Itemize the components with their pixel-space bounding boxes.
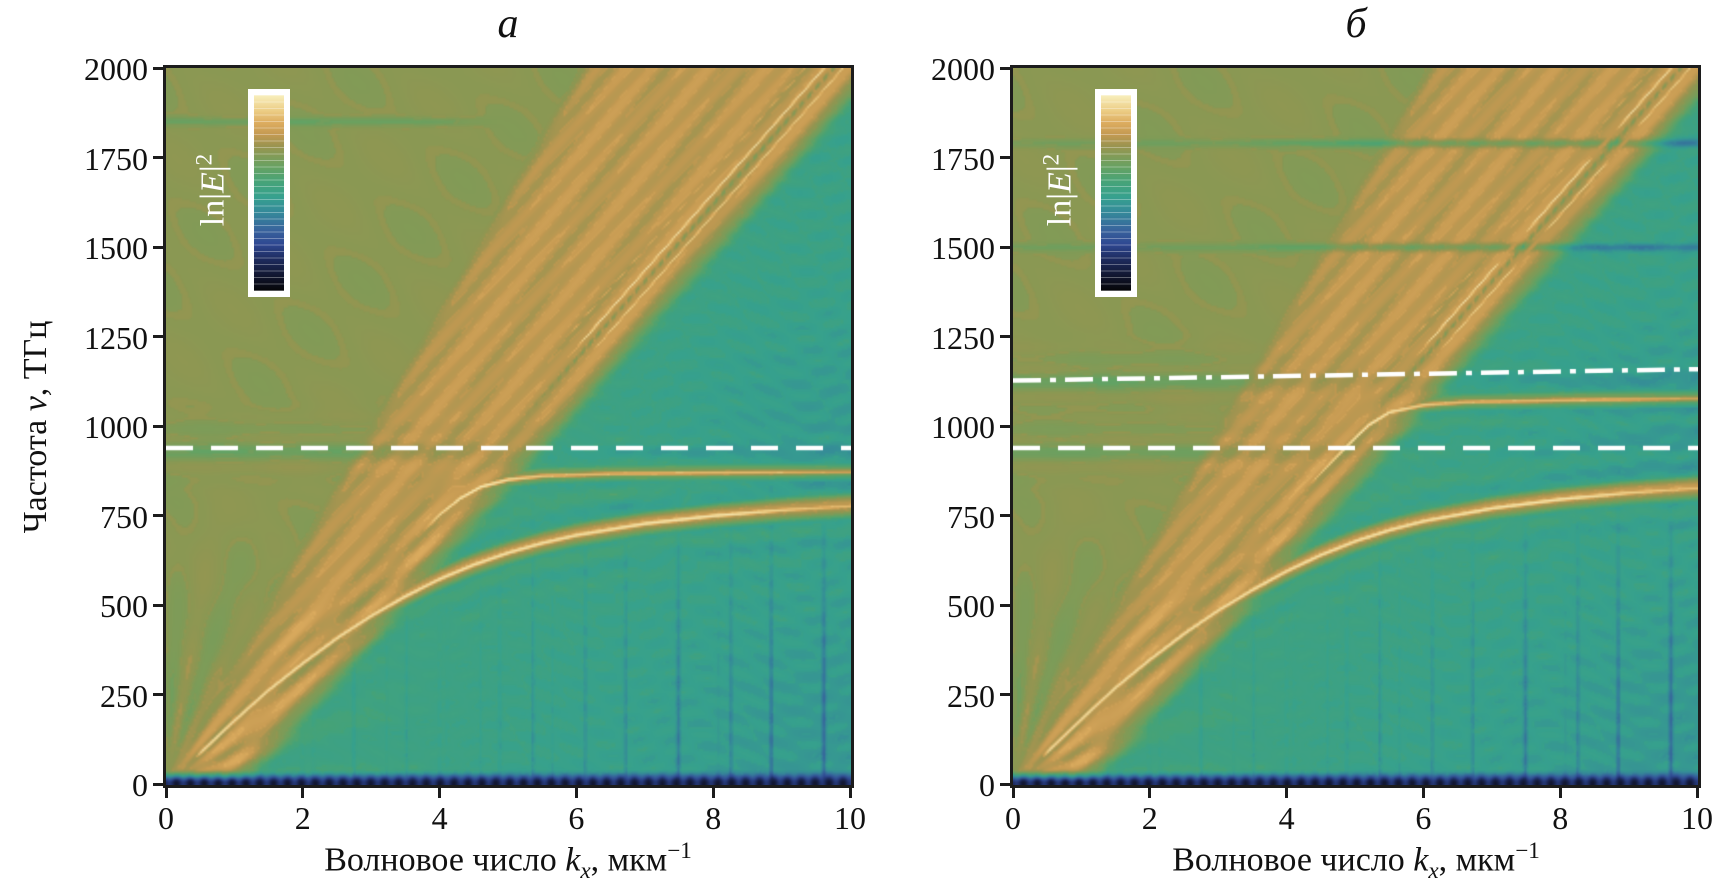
- y-axis-label-text: Частота: [17, 411, 54, 534]
- y-tick-label: 2000: [84, 51, 148, 87]
- y-axis-label-var: ν: [17, 396, 54, 412]
- y-tick-mark: [153, 245, 163, 249]
- x-axis-label-a: Волновое число kx, мкм−1: [324, 838, 692, 885]
- x-tick-label: 2: [294, 800, 311, 836]
- y-tick-mark: [1000, 66, 1010, 70]
- panel-b-title: б: [1345, 1, 1367, 47]
- x-tick-mark: [1558, 788, 1562, 798]
- panel-a-title: а: [497, 1, 519, 47]
- x-tick-label: 10: [1681, 800, 1713, 836]
- colorbar-label-text2: |: [1041, 165, 1079, 173]
- y-tick-label: 1250: [931, 319, 995, 356]
- x-tick-mark: [1695, 788, 1699, 798]
- y-tick-mark: [153, 156, 163, 159]
- x-tick-label: 8: [1552, 800, 1569, 836]
- y-tick-label: 500: [100, 588, 148, 624]
- y-tick-mark: [1000, 603, 1010, 607]
- colorbar-label-var: E: [1041, 172, 1079, 193]
- colorbar-label-text: ln|: [194, 192, 232, 227]
- y-tick-label: 750: [947, 498, 995, 535]
- y-tick-label: 1000: [84, 409, 148, 445]
- y-tick-mark: [1000, 693, 1010, 696]
- colorbar-label-sup: 2: [191, 153, 218, 166]
- x-axis-label-sup: −1: [1515, 838, 1540, 864]
- y-tick-label: 750: [100, 498, 148, 535]
- x-tick-mark: [574, 788, 578, 798]
- x-tick-label: 6: [1415, 800, 1432, 836]
- x-tick-label: 8: [705, 800, 722, 836]
- x-tick-mark: [1148, 788, 1152, 798]
- y-tick-label: 1750: [931, 140, 995, 177]
- x-axis-label-text: Волновое число: [324, 841, 566, 879]
- y-tick-mark: [1000, 335, 1010, 338]
- y-tick-label: 1500: [84, 230, 148, 266]
- x-axis-label-var: k: [1413, 841, 1429, 879]
- y-tick-label: 0: [979, 767, 995, 803]
- colorbar-a: [248, 89, 290, 297]
- x-axis-label-sub: x: [1428, 858, 1439, 885]
- heatmap-panel-a: ln|E|2: [166, 68, 851, 785]
- x-tick-label: 6: [568, 800, 585, 836]
- heatmap-panel-b: ln|E|2: [1013, 68, 1698, 785]
- colorbar-b: [1095, 89, 1137, 297]
- y-tick-mark: [153, 603, 163, 607]
- colorbar-label-var: E: [194, 172, 232, 193]
- y-tick-mark: [153, 514, 163, 517]
- x-tick-mark: [1421, 788, 1425, 798]
- y-tick-label: 250: [947, 677, 995, 714]
- colorbar-label-sup: 2: [1038, 153, 1065, 166]
- x-axis-label-sup: −1: [667, 838, 692, 864]
- y-tick-mark: [1000, 156, 1010, 159]
- y-axis-label: Частота ν, ТГц: [17, 321, 55, 534]
- y-tick-mark: [153, 424, 163, 428]
- colorbar-label-a: ln|E|2: [191, 154, 232, 226]
- x-tick-label: 0: [158, 800, 174, 836]
- y-tick-mark: [153, 782, 163, 786]
- x-tick-label: 10: [834, 800, 866, 836]
- x-tick-mark: [438, 788, 442, 798]
- y-tick-mark: [1000, 782, 1010, 786]
- colorbar-label-b: ln|E|2: [1038, 154, 1079, 226]
- y-tick-label: 250: [100, 677, 148, 714]
- x-tick-mark: [848, 788, 852, 798]
- x-tick-label: 4: [431, 800, 448, 836]
- x-tick-label: 4: [1278, 800, 1295, 836]
- y-tick-label: 1250: [84, 319, 148, 356]
- colorbar-label-text2: |: [194, 165, 232, 173]
- y-tick-label: 1500: [931, 230, 995, 266]
- x-axis-label-sub: x: [580, 858, 591, 885]
- y-tick-label: 1000: [931, 409, 995, 445]
- x-axis-label-unit: , мкм: [590, 841, 668, 879]
- y-tick-mark: [1000, 424, 1010, 428]
- colorbar-label-text: ln|: [1041, 192, 1079, 227]
- y-tick-mark: [153, 693, 163, 696]
- x-axis-label-text: Волновое число: [1172, 841, 1414, 879]
- x-tick-mark: [164, 788, 168, 798]
- x-tick-mark: [1011, 788, 1015, 798]
- y-tick-mark: [153, 66, 163, 70]
- y-axis-label-unit: , ТГц: [17, 320, 54, 397]
- y-tick-mark: [153, 335, 163, 338]
- y-tick-label: 500: [947, 588, 995, 624]
- x-tick-mark: [301, 788, 305, 798]
- y-tick-label: 2000: [931, 51, 995, 87]
- x-axis-label-unit: , мкм: [1438, 841, 1516, 879]
- x-tick-label: 2: [1141, 800, 1158, 836]
- y-tick-label: 0: [132, 767, 148, 803]
- y-tick-label: 1750: [84, 140, 148, 177]
- x-axis-label-var: k: [565, 841, 581, 879]
- x-tick-mark: [711, 788, 715, 798]
- y-tick-mark: [1000, 245, 1010, 249]
- x-tick-label: 0: [1005, 800, 1021, 836]
- x-tick-mark: [1285, 788, 1289, 798]
- y-tick-mark: [1000, 514, 1010, 517]
- x-axis-label-b: Волновое число kx, мкм−1: [1172, 838, 1540, 885]
